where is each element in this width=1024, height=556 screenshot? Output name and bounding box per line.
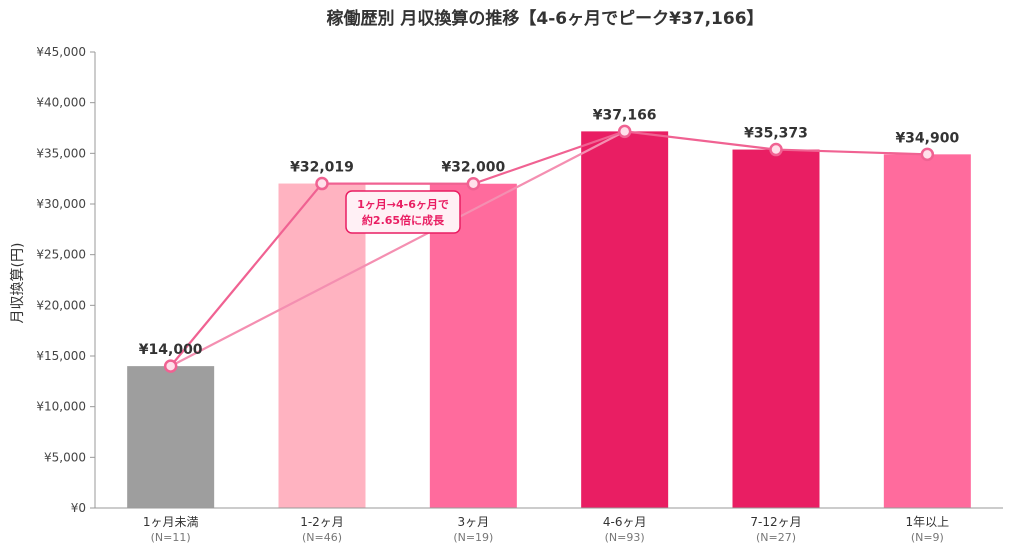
bar (883, 154, 971, 508)
data-point (466, 176, 481, 191)
annotation-box (345, 190, 461, 234)
data-point (920, 147, 935, 162)
y-tick-label: ¥5,000 (44, 450, 86, 464)
y-tick-label: ¥0 (71, 501, 86, 515)
bar (127, 366, 215, 508)
bar (732, 149, 820, 509)
value-label: ¥32,019 (290, 160, 354, 176)
bar (581, 131, 669, 509)
annotation-text: 1ヶ月→4-6ヶ月で (357, 198, 449, 211)
x-tick-label: 1-2ヶ月 (300, 515, 344, 529)
sample-size-label: (N=19) (453, 531, 493, 544)
value-labels: ¥14,000 ¥32,019 ¥32,000 ¥37,166 ¥35,373 ¥34,9… (139, 107, 960, 358)
y-tick-label: ¥35,000 (36, 146, 86, 160)
value-label: ¥37,166 (593, 107, 657, 123)
sample-size-label: (N=9) (911, 531, 944, 544)
y-tick-label: ¥45,000 (36, 45, 86, 59)
x-tick-label: 1年以上 (906, 515, 950, 529)
y-tick-label: ¥25,000 (36, 248, 86, 262)
x-axis: 1ヶ月未満 (N=11) 1-2ヶ月 (N=46) 3ヶ月 (N=19) 4-6ヶ月 (N=9… (95, 507, 1003, 544)
x-tick-label: 1ヶ月未満 (143, 515, 199, 529)
sample-size-label: (N=27) (756, 531, 796, 544)
y-tick-label: ¥15,000 (36, 349, 86, 363)
data-point (617, 124, 632, 139)
annotation-text: 約2.65倍に成長 (362, 213, 445, 227)
value-label: ¥14,000 (139, 342, 203, 358)
data-point (315, 176, 329, 191)
y-axis-label: 月収換算(円) (10, 243, 26, 324)
value-label: ¥35,373 (744, 126, 808, 142)
series-line (169, 130, 928, 367)
x-tick-label: 7-12ヶ月 (750, 515, 801, 529)
sample-size-label: (N=93) (605, 531, 645, 544)
bar (278, 183, 366, 508)
lines (169, 130, 928, 368)
y-tick-label: ¥20,000 (36, 298, 86, 312)
value-label: ¥34,900 (895, 130, 959, 146)
chart-title: 稼働歴別 月収換算の推移【4-6ヶ月でピーク¥37,166】 (326, 8, 763, 29)
sample-size-label: (N=46) (302, 531, 342, 544)
trend-line (170, 130, 626, 368)
bars (127, 131, 971, 509)
y-axis: ¥0 ¥5,000 ¥10,000 ¥15,000 ¥20,000 ¥25,000 ¥30,… (36, 45, 96, 515)
x-tick-label: 4-6ヶ月 (603, 515, 647, 529)
sample-size-label: (N=11) (151, 531, 191, 544)
y-tick-label: ¥10,000 (36, 400, 86, 414)
y-tick-label: ¥30,000 (36, 197, 86, 211)
bar (429, 183, 517, 508)
data-point (163, 359, 178, 373)
points (163, 124, 935, 373)
x-tick-label: 3ヶ月 (458, 515, 490, 529)
y-tick-label: ¥40,000 (36, 96, 86, 110)
value-label: ¥32,000 (441, 160, 505, 176)
data-point (769, 142, 783, 157)
